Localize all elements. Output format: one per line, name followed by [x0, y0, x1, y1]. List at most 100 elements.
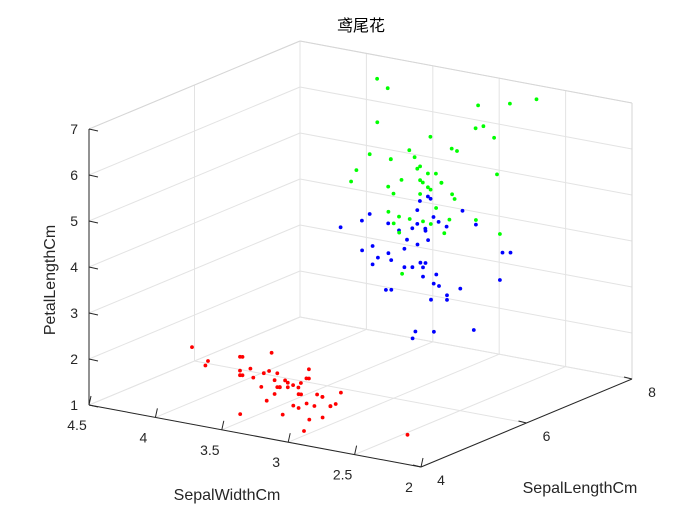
- data-point-series-1: [413, 329, 418, 334]
- sidewall-gridline-z: [299, 224, 633, 288]
- data-point-series-1: [431, 281, 436, 286]
- data-point-series-0: [291, 383, 295, 387]
- data-point-series-0: [238, 373, 242, 378]
- z-tick-label: 4: [70, 259, 78, 275]
- data-point-series-2: [412, 155, 417, 160]
- data-point-series-0: [299, 381, 303, 385]
- data-point-series-2: [495, 172, 499, 177]
- data-point-series-2: [442, 231, 447, 236]
- data-point-series-0: [320, 415, 325, 420]
- data-point-series-1: [410, 226, 415, 231]
- z-tick-mark: [88, 128, 99, 132]
- data-point-series-0: [203, 363, 208, 368]
- data-point-series-0: [277, 385, 282, 390]
- data-point-series-0: [291, 403, 296, 408]
- backwall-gridline-z: [88, 86, 301, 176]
- data-point-series-2: [375, 76, 379, 81]
- data-point-series-2: [476, 103, 480, 108]
- data-point-series-0: [312, 404, 317, 408]
- data-point-series-1: [410, 336, 415, 341]
- box-edge: [88, 40, 301, 130]
- data-point-series-1: [445, 293, 449, 298]
- data-point-series-2: [449, 146, 454, 151]
- data-point-series-1: [428, 196, 433, 201]
- data-point-series-2: [428, 222, 433, 226]
- data-point-series-1: [426, 238, 430, 243]
- y-tick-label: 2: [405, 479, 413, 495]
- data-point-series-0: [251, 375, 256, 380]
- data-point-series-0: [405, 432, 410, 437]
- chart-title: 鸢尾花: [337, 16, 385, 35]
- data-point-series-1: [436, 220, 441, 224]
- data-point-series-2: [397, 230, 402, 235]
- x-tick-mark: [412, 464, 422, 468]
- y-tick-label: 4: [140, 429, 148, 445]
- data-point-series-0: [339, 390, 343, 395]
- data-point-series-2: [421, 219, 425, 224]
- grid-layer: [88, 40, 633, 468]
- data-point-series-2: [386, 184, 391, 189]
- data-point-series-0: [280, 412, 285, 417]
- sidewall-gridline-z: [299, 270, 633, 334]
- data-point-series-2: [418, 178, 422, 183]
- data-point-series-2: [452, 197, 457, 201]
- backwall-gridline-z: [88, 132, 301, 222]
- data-point-series-1: [498, 278, 502, 282]
- data-point-series-1: [444, 224, 449, 229]
- data-point-series-2: [473, 126, 478, 131]
- data-point-series-2: [399, 178, 404, 182]
- data-point-series-2: [391, 191, 396, 196]
- z-tick-label: 2: [70, 351, 78, 367]
- y-tick-mark: [221, 420, 225, 430]
- backwall-gridline-z: [88, 178, 301, 268]
- data-point-series-1: [410, 265, 415, 270]
- data-point-series-1: [445, 298, 449, 302]
- data-point-series-0: [304, 401, 309, 406]
- data-point-series-0: [307, 417, 312, 422]
- z-tick-label: 1: [70, 397, 78, 413]
- data-point-series-1: [418, 260, 423, 265]
- data-point-series-2: [434, 171, 438, 176]
- data-point-series-0: [328, 404, 333, 409]
- x-axis-label: SepalLengthCm: [523, 480, 638, 497]
- data-point-series-1: [429, 297, 433, 302]
- data-point-series-2: [415, 166, 420, 171]
- data-point-series-1: [370, 262, 375, 267]
- data-point-series-0: [299, 392, 303, 397]
- y-tick-mark: [287, 433, 291, 443]
- data-point-series-2: [439, 180, 444, 185]
- data-point-series-1: [389, 258, 394, 262]
- data-point-series-0: [285, 380, 290, 385]
- y-tick-label: 3: [272, 454, 280, 470]
- data-point-series-1: [474, 222, 478, 227]
- data-point-series-2: [386, 209, 391, 214]
- floor-gridline-x: [194, 360, 527, 424]
- data-point-series-0: [272, 378, 277, 383]
- data-point-series-1: [437, 284, 441, 288]
- data-point-series-1: [426, 194, 430, 199]
- z-tick-mark: [88, 220, 99, 224]
- backwall-gridline-z: [88, 316, 301, 406]
- data-point-series-0: [302, 429, 306, 433]
- data-point-series-0: [283, 378, 287, 383]
- data-point-series-0: [261, 371, 266, 376]
- z-tick-label: 7: [70, 121, 78, 137]
- data-point-series-0: [238, 354, 242, 359]
- y-axis-line: [88, 404, 422, 468]
- data-point-series-1: [423, 261, 428, 265]
- y-tick-label: 3.5: [200, 442, 220, 458]
- data-point-series-2: [481, 124, 486, 129]
- data-point-series-0: [275, 371, 280, 376]
- data-point-series-0: [259, 385, 264, 389]
- data-point-series-1: [421, 265, 425, 270]
- data-point-series-0: [238, 368, 242, 373]
- z-tick-label: 3: [70, 305, 78, 321]
- data-point-series-1: [423, 226, 428, 231]
- floor-gridline-y: [354, 366, 566, 456]
- data-point-series-1: [384, 288, 388, 292]
- data-point-series-1: [360, 248, 364, 253]
- data-point-series-2: [354, 168, 359, 173]
- data-point-series-2: [428, 187, 433, 192]
- y-tick-mark: [420, 457, 424, 468]
